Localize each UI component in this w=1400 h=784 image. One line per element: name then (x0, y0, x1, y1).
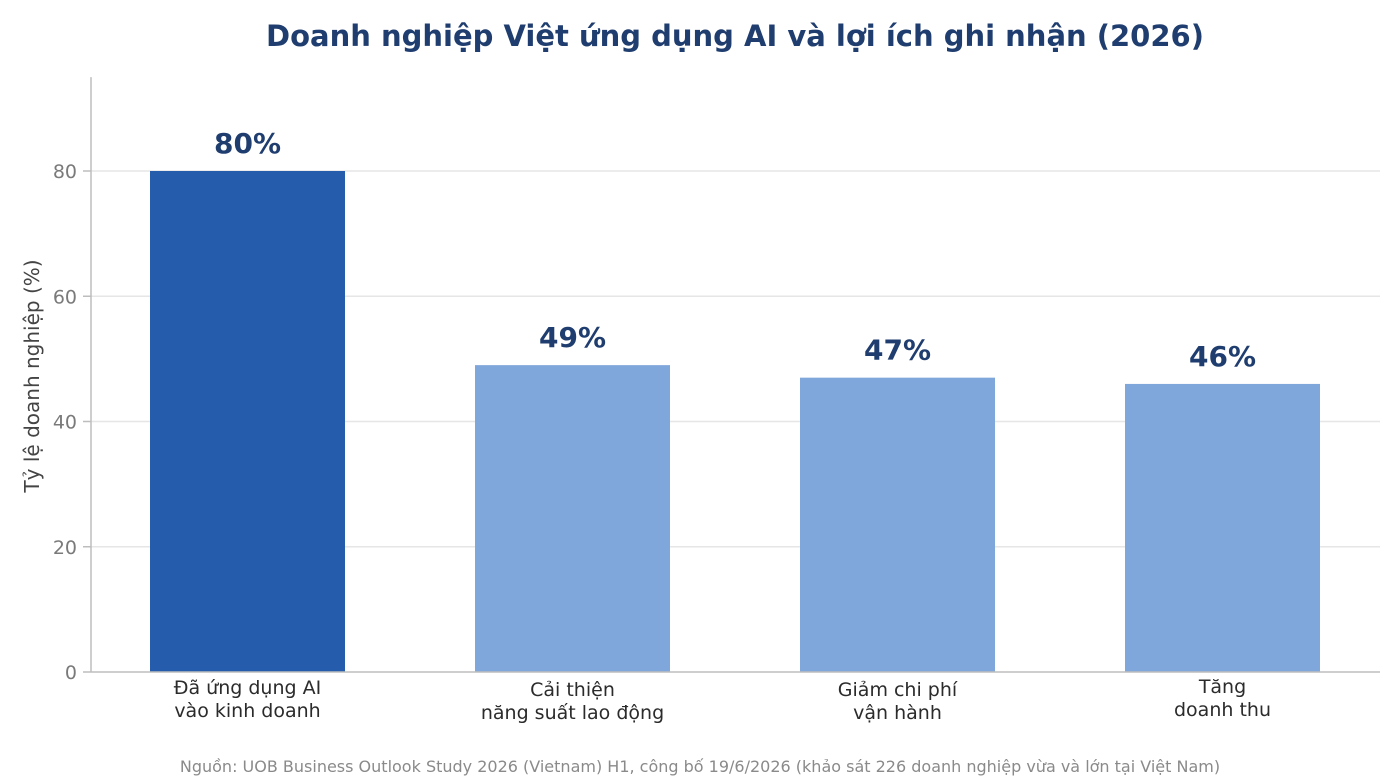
data-label: 49% (539, 321, 606, 354)
x-tick-label: doanh thu (1174, 699, 1271, 721)
chart-title: Doanh nghiệp Việt ứng dụng AI và lợi ích… (266, 19, 1204, 53)
x-tick-label: vào kinh doanh (174, 700, 320, 722)
bar (475, 365, 670, 672)
bars (150, 171, 1320, 672)
data-label: 47% (864, 334, 931, 367)
x-tick-label: Cải thiện (530, 679, 615, 701)
axes (83, 77, 1380, 673)
x-tick-label: Đã ứng dụng AI (174, 677, 321, 699)
x-tick-label: Tăng (1198, 676, 1246, 698)
x-tick-label: vận hành (853, 702, 942, 724)
bar (800, 377, 995, 672)
source-note: Nguồn: UOB Business Outlook Study 2026 (… (180, 757, 1220, 776)
bar (1125, 383, 1320, 672)
y-tick-label: 20 (53, 537, 77, 559)
y-tick-label: 0 (65, 662, 77, 684)
x-tick-label: năng suất lao động (481, 702, 664, 724)
data-label: 46% (1189, 340, 1256, 373)
y-tick-label: 80 (53, 161, 77, 183)
y-axis-label: Tỷ lệ doanh nghiệp (%) (20, 259, 44, 493)
bar (150, 171, 345, 672)
y-tick-label: 60 (53, 286, 77, 308)
y-tick-label: 40 (53, 412, 77, 434)
data-label: 80% (214, 127, 281, 160)
x-tick-label: Giảm chi phí (838, 679, 958, 701)
